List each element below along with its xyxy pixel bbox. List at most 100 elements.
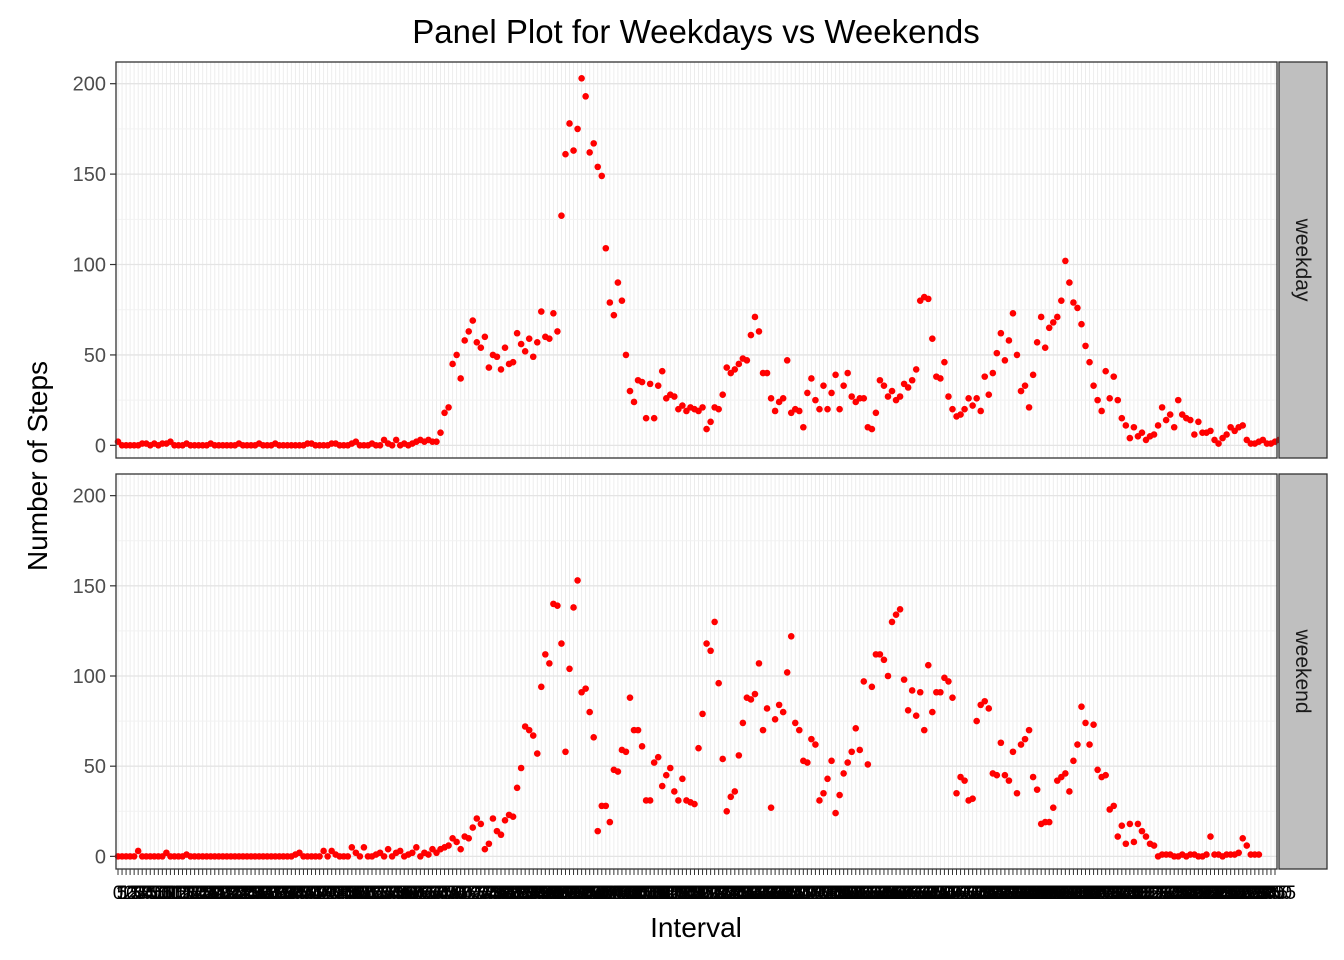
- x-tick-label: 1955: [1060, 883, 1102, 904]
- data-point: [783, 669, 791, 676]
- data-point: [961, 405, 968, 413]
- data-point: [469, 824, 477, 831]
- data-point: [1078, 703, 1085, 710]
- data-point: [937, 375, 944, 382]
- data-point: [408, 849, 416, 857]
- x-tick-label: 615: [405, 883, 437, 904]
- data-point: [775, 701, 783, 709]
- x-tick-label: 1445: [810, 883, 852, 904]
- data-point: [1017, 387, 1025, 395]
- data-point: [969, 402, 976, 409]
- data-point: [715, 405, 722, 413]
- x-tick-label: 600: [392, 883, 424, 904]
- data-point: [904, 706, 912, 714]
- data-point: [908, 687, 916, 694]
- data-point: [739, 719, 747, 727]
- x-tick-label: 555: [388, 883, 420, 904]
- x-tick-label: 2030: [1089, 883, 1131, 904]
- x-tick-label: 1220: [694, 883, 736, 904]
- data-point: [1134, 820, 1142, 828]
- data-point: [586, 708, 593, 716]
- data-point: [977, 407, 985, 415]
- data-point: [320, 847, 327, 855]
- data-point: [529, 353, 537, 361]
- x-tick-label: 1215: [689, 883, 731, 904]
- x-tick-label: 210: [207, 883, 239, 904]
- x-tick-label: 715: [453, 883, 485, 904]
- x-tick-label: 830: [513, 883, 545, 904]
- x-tick-label: 505: [348, 883, 380, 904]
- data-point: [558, 640, 565, 647]
- x-tick-label: 825: [509, 883, 541, 904]
- x-tick-label: 945: [574, 883, 606, 904]
- x-tick-label: 530: [368, 883, 400, 904]
- x-tick-label: 1255: [722, 883, 764, 904]
- x-tick-label: 1450: [814, 883, 856, 904]
- data-point: [485, 364, 493, 371]
- x-tick-label: 1700: [919, 883, 961, 904]
- data-point: [699, 710, 706, 718]
- data-point: [920, 726, 928, 734]
- data-point: [836, 405, 843, 413]
- x-tick-label: 1655: [915, 883, 957, 904]
- x-tick-label: 500: [344, 883, 376, 904]
- data-point: [658, 367, 666, 375]
- x-tick-label: 510: [352, 883, 384, 904]
- x-tick-label: 1235: [706, 883, 748, 904]
- x-tick-label: 130: [175, 883, 207, 904]
- data-point: [533, 338, 541, 346]
- data-point: [469, 317, 477, 324]
- data-point: [924, 295, 932, 303]
- x-tick-label: 1605: [875, 883, 917, 904]
- data-point: [457, 375, 464, 382]
- data-point: [638, 743, 646, 750]
- data-point: [562, 150, 569, 158]
- data-point: [650, 759, 658, 766]
- data-point: [767, 395, 775, 402]
- panel-gridlines-horizontal: [116, 494, 1277, 858]
- x-tick-label: 1040: [613, 883, 655, 904]
- x-tick-label: 1150: [670, 883, 711, 904]
- data-point: [828, 757, 835, 765]
- data-point: [529, 732, 537, 739]
- data-point: [634, 726, 642, 734]
- data-point: [630, 398, 638, 406]
- data-point: [376, 442, 384, 449]
- y-tick-label: 0: [95, 435, 106, 457]
- x-tick-label: 930: [562, 883, 594, 904]
- data-point: [812, 741, 819, 748]
- data-point: [1021, 382, 1029, 389]
- data-point: [356, 853, 364, 860]
- x-tick-label: 750: [481, 883, 513, 904]
- x-tick-label: 1305: [730, 883, 772, 904]
- data-point: [1090, 382, 1097, 389]
- data-point: [981, 373, 989, 380]
- data-point: [554, 602, 561, 609]
- data-point: [1158, 404, 1166, 411]
- data-point: [1118, 822, 1126, 830]
- x-tick-label: 1315: [738, 883, 780, 904]
- y-tick-label: 100: [73, 255, 106, 277]
- data-point: [985, 391, 993, 399]
- data-point: [876, 376, 884, 384]
- data-point: [953, 789, 960, 797]
- x-tick-label: 45: [144, 883, 165, 904]
- x-tick-label: 440: [328, 883, 360, 904]
- data-point: [1070, 299, 1077, 306]
- data-point: [787, 633, 795, 640]
- data-point: [384, 845, 392, 853]
- data-point: [578, 74, 585, 82]
- data-point: [1110, 373, 1118, 380]
- x-tick-label: 425: [316, 883, 348, 904]
- data-point: [856, 746, 864, 754]
- x-tick-label: 2010: [1072, 883, 1114, 904]
- data-point: [570, 604, 577, 611]
- data-point: [1110, 802, 1118, 810]
- x-tick-label: 235: [227, 883, 259, 904]
- data-point: [1150, 431, 1158, 438]
- data-point: [1150, 842, 1158, 849]
- data-point: [783, 357, 791, 364]
- x-tick-label: 0: [113, 883, 124, 904]
- data-point: [945, 393, 952, 400]
- y-tick-label: 150: [73, 164, 106, 186]
